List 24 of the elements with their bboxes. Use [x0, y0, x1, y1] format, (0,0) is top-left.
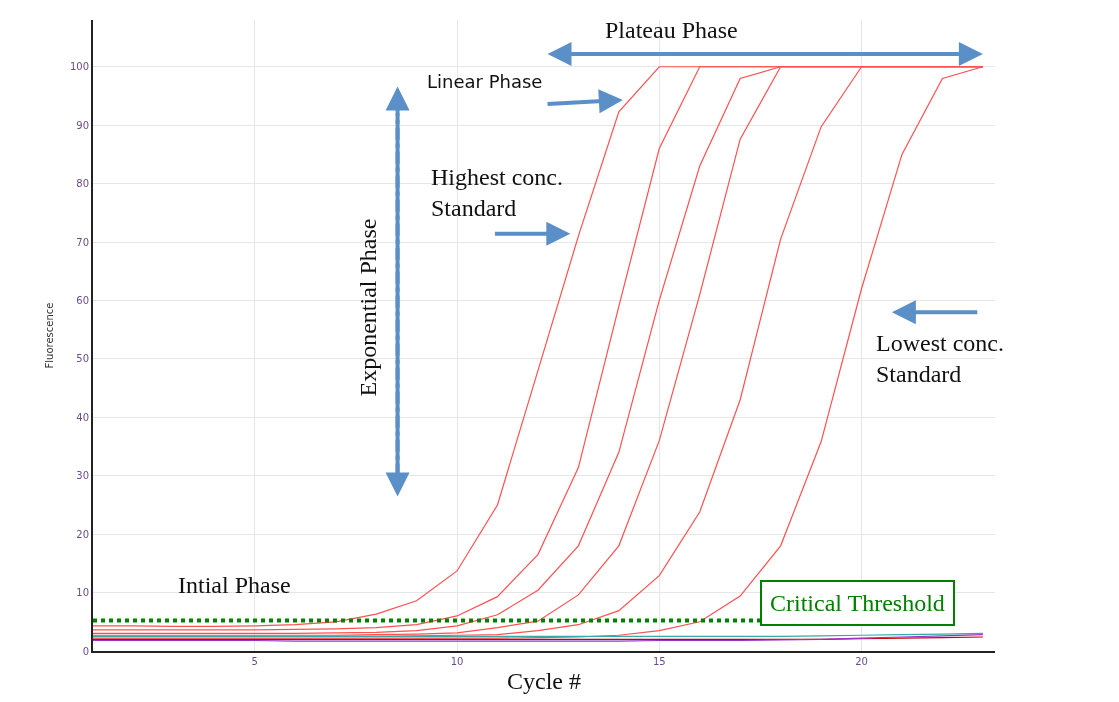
y-tick-label: 60	[76, 294, 89, 306]
x-tick-label: 20	[855, 656, 868, 667]
annotation: Highest conc. Standard	[431, 164, 563, 222]
x-tick-label: 5	[251, 656, 258, 667]
y-tick-label: 20	[76, 528, 89, 540]
annotation: Exponential Phase	[354, 218, 381, 397]
y-axis-title: Fluorescence	[44, 302, 56, 369]
y-tick-label: 90	[76, 119, 89, 131]
annotation: Intial Phase	[178, 572, 291, 598]
ref-line-label: Critical Threshold	[770, 590, 945, 616]
x-tick-label: 10	[450, 656, 464, 667]
y-tick-label: 50	[76, 353, 89, 365]
x-axis-title: Cycle #	[507, 667, 581, 694]
annotation: Lowest conc. Standard	[876, 330, 1004, 388]
y-tick-label: 80	[76, 178, 89, 190]
y-tick-label: 30	[76, 470, 89, 482]
y-tick-label: 0	[82, 645, 89, 657]
annotation: Linear Phase	[427, 71, 543, 92]
y-tick-label: 10	[76, 587, 89, 599]
x-tick-label: 15	[652, 656, 666, 667]
y-tick-label: 40	[76, 411, 89, 423]
y-tick-label: 100	[69, 61, 89, 73]
y-tick-label: 70	[76, 236, 89, 248]
annotation: Plateau Phase	[605, 17, 738, 43]
